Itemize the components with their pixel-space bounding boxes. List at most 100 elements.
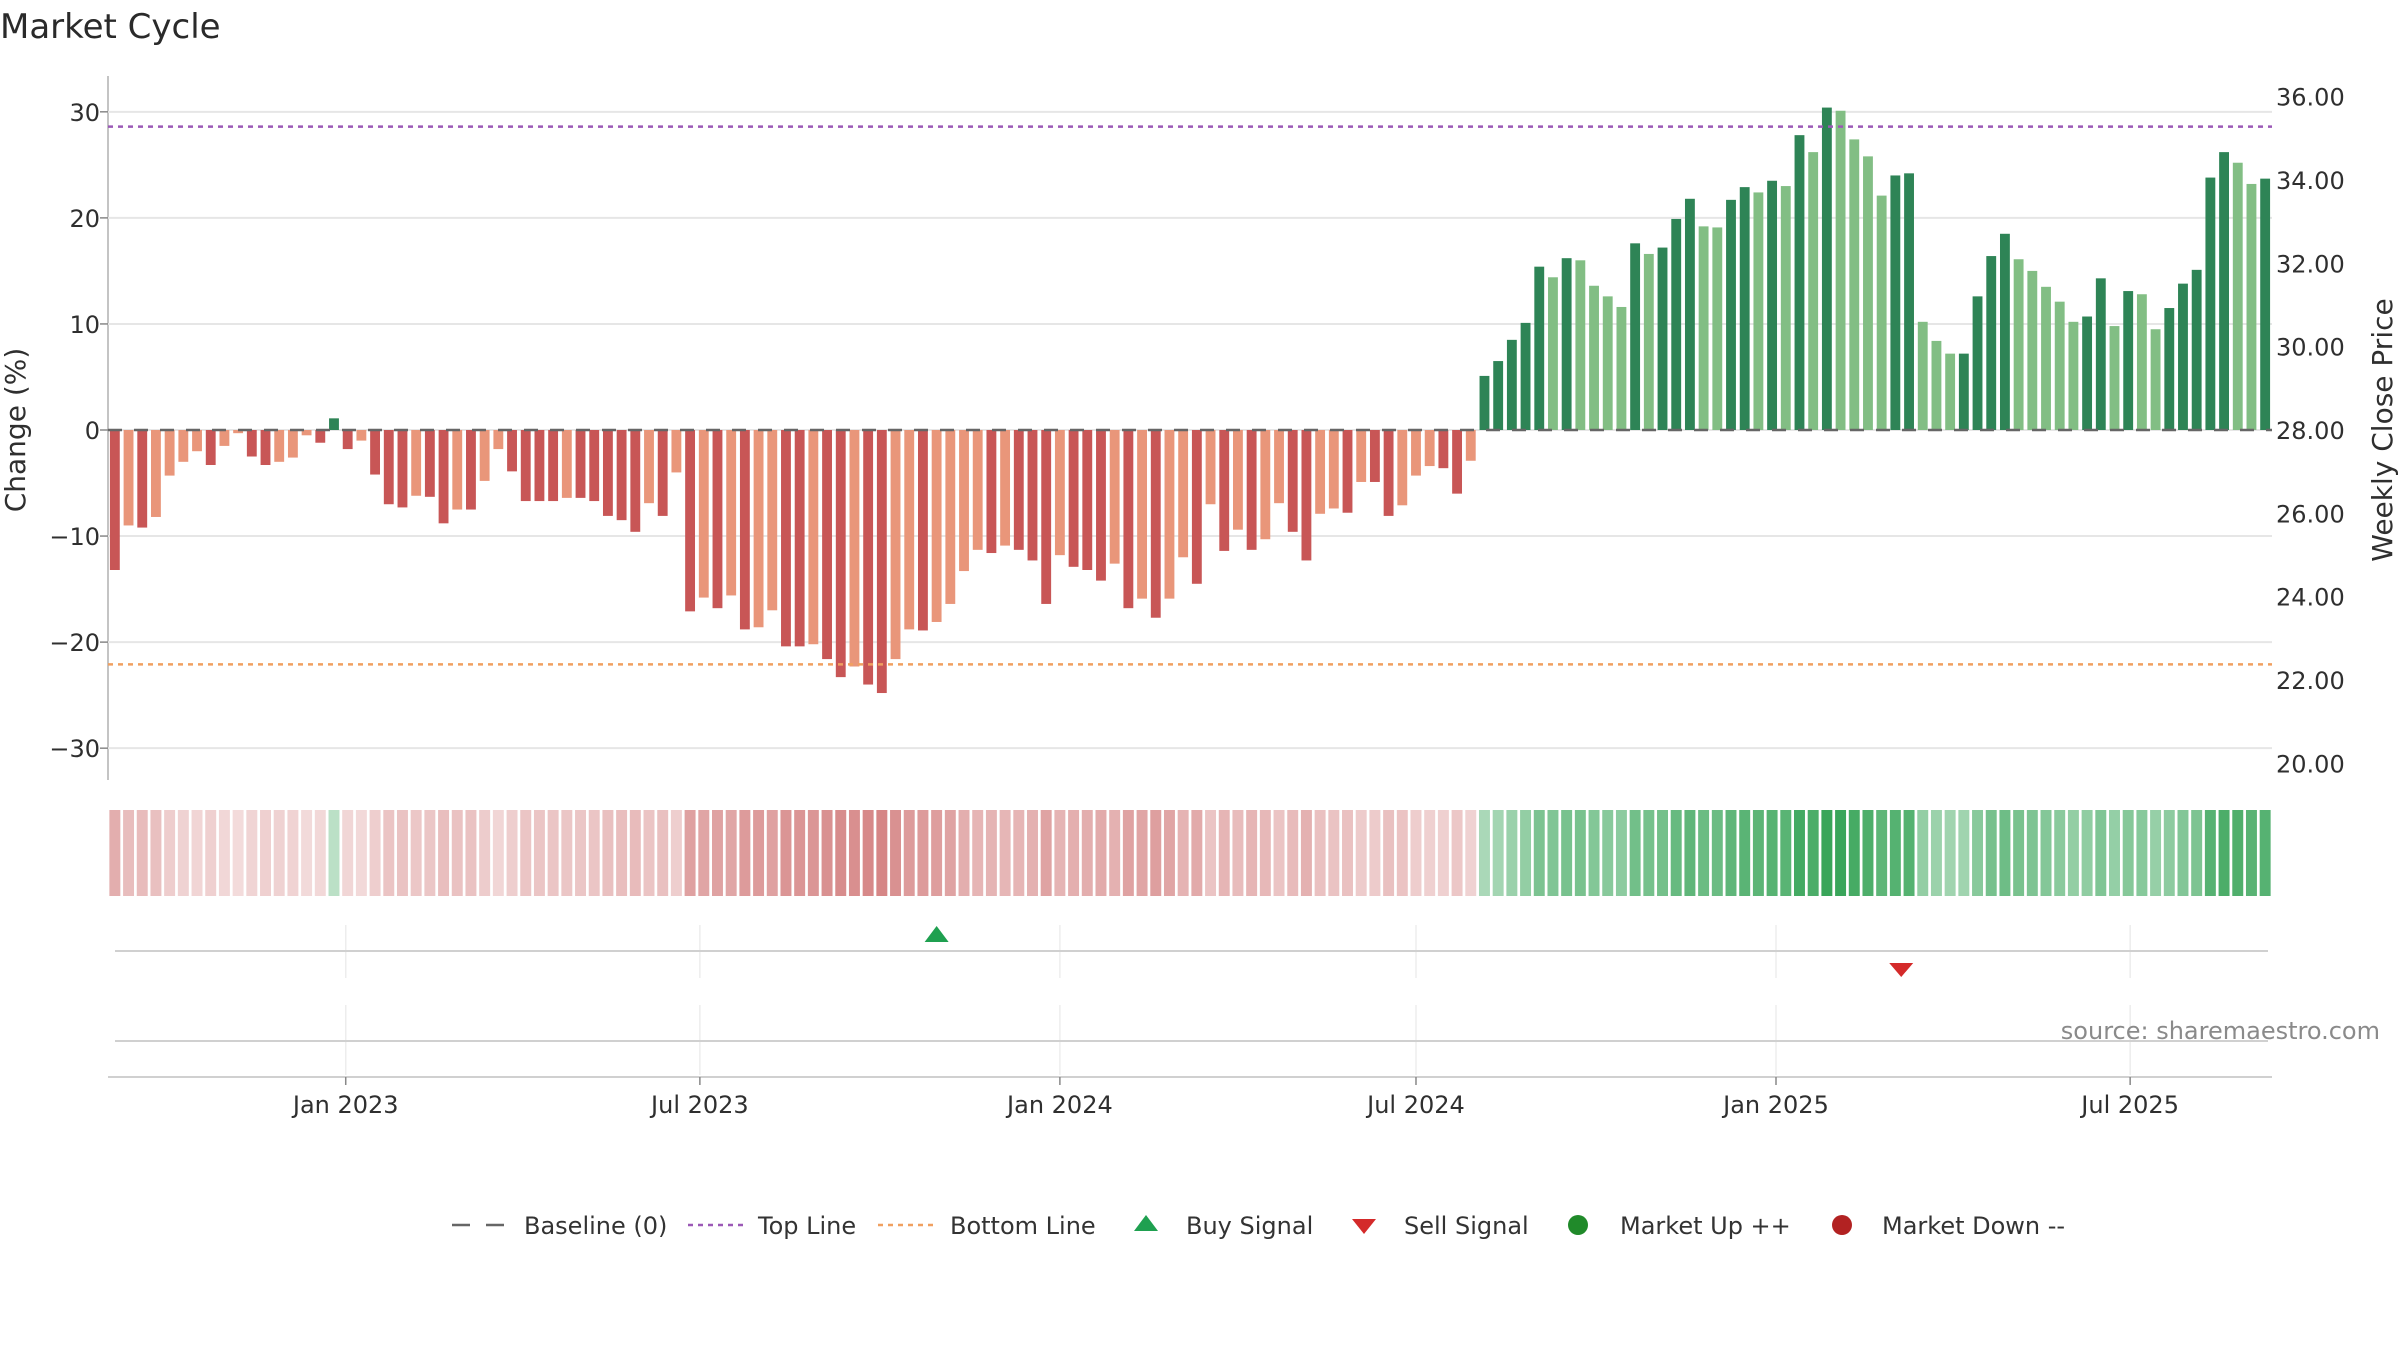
bar [424,430,435,497]
x-tick-label: Jan 2023 [291,1091,399,1119]
y-right-tick-label: 20.00 [2276,750,2345,778]
bar [1767,180,1778,430]
heat-cell [1903,810,1915,896]
bar [1780,186,1791,430]
bar [589,430,600,502]
heat-cell [123,810,135,896]
bar [1096,430,1106,581]
bar [1684,198,1695,430]
y-right-tick-label: 32.00 [2276,250,2345,278]
heat-cell [1752,810,1764,896]
bar [986,430,997,554]
bar [123,430,134,526]
legend-label-bottom: Bottom Line [950,1212,1096,1240]
heat-cell [958,810,970,896]
bar [712,430,723,609]
heat-cell [451,810,463,896]
heat-cell [1615,810,1627,896]
heat-cell [657,810,669,896]
heat-cell [739,810,751,896]
bar [1630,243,1641,430]
heat-cell [1122,810,1134,896]
bar [1301,430,1312,561]
y-left-tick-label: 0 [85,417,100,445]
heat-cell [643,810,655,896]
y-left-tick-label: −30 [49,735,100,763]
bar [2246,183,2257,430]
bar [616,430,627,521]
bar [1342,430,1353,513]
bar [493,430,504,450]
bar [274,430,285,462]
heat-cell [383,810,395,896]
x-axis: Jan 2023 Jul 2023 Jan 2024 Jul 2024 Jan 2025… [108,1076,2272,1119]
heat-cell [1533,810,1545,896]
legend-buy-icon [1134,1215,1158,1231]
heat-cell [1259,810,1271,896]
heat-cell [492,810,504,896]
heat-cell [1944,810,1956,896]
heat-cell [1684,810,1696,896]
bar [1821,107,1832,431]
bar [1383,430,1394,516]
bar [1575,260,1586,430]
heat-cell [1999,810,2011,896]
heat-cell [835,810,847,896]
heat-cell [232,810,244,896]
bar [794,430,805,647]
buy-signal-marker [924,926,949,942]
bar [1602,296,1613,430]
bar [1876,195,1887,430]
heat-cell [2122,810,2134,896]
heat-cell [2163,810,2175,896]
heat-cell [205,810,217,896]
heat-cell [1739,810,1751,896]
bar [466,430,476,510]
bar [808,430,819,645]
heat-cell [506,810,518,896]
heat-cell [164,810,176,896]
legend-item-sell: Sell Signal [1352,1212,1529,1240]
heat-cell [794,810,806,896]
heat-cell [1876,810,1888,896]
bar [1137,430,1147,599]
bar [1589,285,1599,430]
heat-cell [1369,810,1381,896]
reference-lines [108,125,2272,666]
x-tick-label: Jul 2023 [649,1091,749,1119]
heat-cell [1958,810,1970,896]
legend-market-up-icon [1568,1215,1588,1235]
bar [452,430,463,510]
heat-cell [1766,810,1778,896]
bar [1794,135,1805,430]
heat-cell [1013,810,1025,896]
bars-layer [109,107,2271,694]
bar [1082,430,1093,570]
y-axis-right-title: Weekly Close Price [2366,298,2399,561]
y-left-tick-label: −10 [49,523,100,551]
bar [1424,430,1435,467]
bar [1411,430,1421,476]
heat-cell [1602,810,1614,896]
bar [1054,430,1065,556]
bar [1917,321,1928,430]
y-right-tick-label: 24.00 [2276,584,2345,612]
legend-sell-icon [1352,1219,1376,1234]
heat-cell [1561,810,1573,896]
heat-cell [588,810,600,896]
bar [2219,152,2229,430]
heat-cell [191,810,203,896]
y-right-tick-label: 36.00 [2276,84,2345,112]
heat-cell [2067,810,2079,896]
bar [739,430,750,630]
legend-label-up: Market Up ++ [1620,1212,1791,1240]
heat-cell [465,810,477,896]
bar [835,430,846,678]
heat-cell [821,810,833,896]
bar [917,430,928,631]
bar [959,430,969,572]
signal-panel [115,925,2268,1075]
bar [1931,340,1942,430]
heat-cell [931,810,943,896]
